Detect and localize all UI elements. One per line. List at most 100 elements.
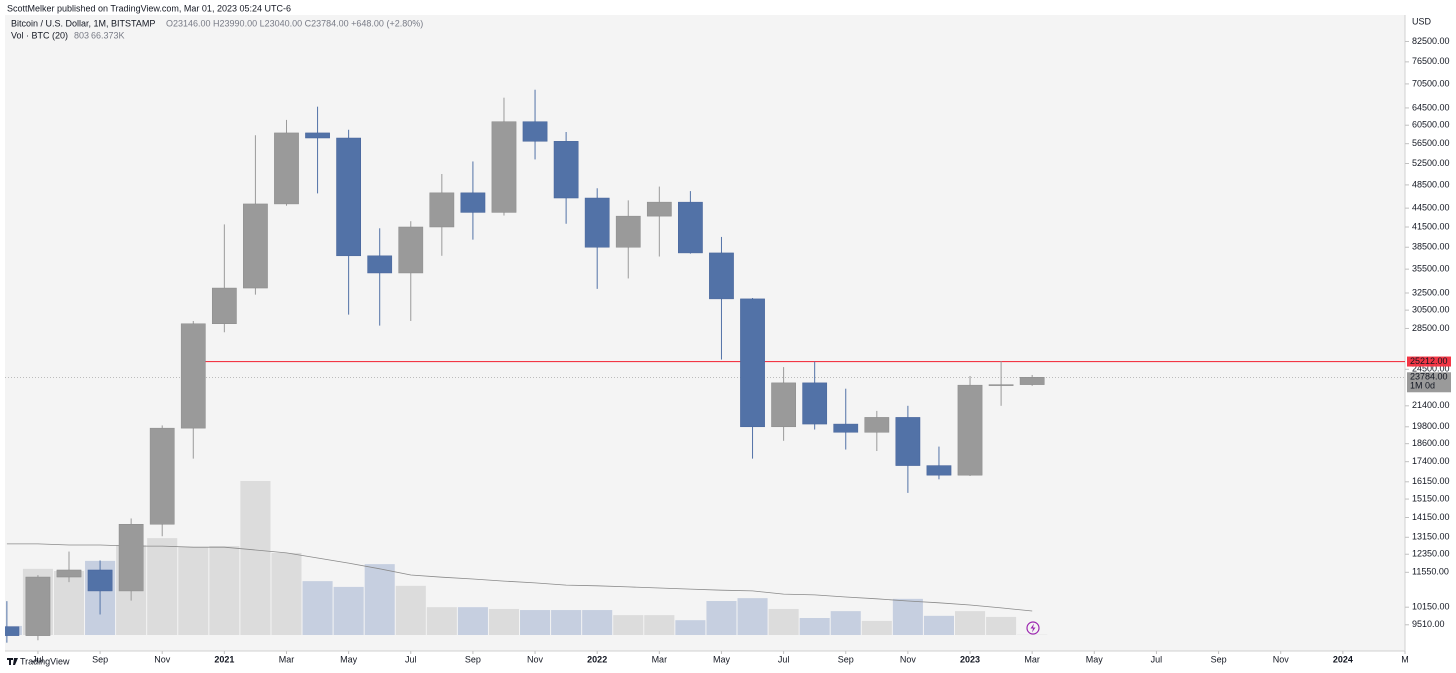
y-tick-label: 30500.00: [1412, 305, 1450, 315]
y-tick-label: 21400.00: [1412, 400, 1450, 410]
volume-bar: [892, 598, 923, 635]
candle-body: [25, 576, 51, 636]
countdown-label: 1M 0d: [1410, 381, 1435, 391]
candle-body: [678, 201, 703, 254]
volume-bar: [395, 585, 426, 635]
y-tick-label: 60500.00: [1412, 120, 1450, 130]
y-tick-label: 35500.00: [1412, 264, 1450, 274]
last-price-label: 23784.00: [1410, 372, 1448, 382]
volume-bar: [986, 616, 1017, 635]
candle-body: [771, 382, 796, 428]
candle-body: [429, 192, 455, 228]
candle-body: [553, 141, 579, 199]
x-tick-label: Sep: [92, 654, 108, 664]
candle-body: [336, 137, 361, 257]
candle-body: [895, 417, 921, 466]
y-tick-label: 13150.00: [1412, 532, 1450, 542]
volume-legend-name: Vol · BTC (20): [11, 30, 68, 40]
volume-bar: [302, 581, 333, 635]
x-tick-label: 2022: [587, 654, 607, 664]
volume-bar: [147, 538, 178, 635]
x-tick-label: Nov: [527, 654, 544, 664]
volume-bar: [582, 610, 613, 635]
volume-bar: [488, 608, 520, 635]
x-tick-label: Jul: [1151, 654, 1163, 664]
x-tick-label: Sep: [1211, 654, 1227, 664]
last-price-box: [1407, 372, 1451, 393]
candle-body: [398, 226, 424, 274]
candle-body: [305, 132, 330, 139]
volume-bar: [551, 610, 582, 635]
y-tick-label: 28500.00: [1412, 323, 1450, 333]
volume-bar: [861, 620, 892, 635]
candle-body: [180, 323, 206, 429]
currency: USD: [1412, 16, 1432, 26]
candle-body: [491, 121, 517, 213]
x-tick-label: Jul: [405, 654, 417, 664]
candle-body: [367, 255, 393, 274]
x-tick-label: 2021: [214, 654, 234, 664]
level-price-box: [1407, 356, 1451, 367]
candle-body: [864, 417, 890, 433]
published-note: ScottMelker published on TradingView.com…: [7, 3, 291, 13]
candle-body: [149, 427, 175, 525]
lightning-icon: [1026, 621, 1040, 635]
level-price-label: 25212.00: [1410, 356, 1448, 366]
y-tick-label: 41500.00: [1412, 221, 1450, 231]
volume-ma-line: [6, 543, 1033, 612]
y-tick-label: 76500.00: [1412, 56, 1450, 66]
volume-bar: [333, 586, 364, 635]
candle-body: [926, 465, 952, 476]
volume-bar: [768, 608, 799, 635]
volume-bar: [675, 620, 706, 635]
volume-bar: [178, 547, 209, 635]
y-tick-label: 24500.00: [1412, 364, 1450, 374]
x-tick-label: M: [1401, 654, 1409, 664]
x-tick-label: Mar: [652, 654, 668, 664]
candle-body: [957, 384, 983, 476]
ohlc-legend: O23146.00 H23990.00 L23040.00 C23784.00 …: [166, 18, 423, 28]
x-tick-label: Jul: [778, 654, 790, 664]
volume-bar: [923, 615, 954, 635]
y-tick-label: 70500.00: [1412, 78, 1450, 88]
y-tick-label: 32500.00: [1412, 287, 1450, 297]
symbol-title: Bitcoin / U.S. Dollar, 1M, BITSTAMP: [11, 18, 155, 28]
volume-bar: [457, 607, 488, 635]
volume-bar: [271, 552, 302, 635]
candle-body: [802, 382, 828, 425]
x-tick-label: 2024: [1333, 654, 1353, 664]
candle-body: [740, 298, 765, 428]
candle-body: [988, 384, 1014, 386]
y-tick-label: 44500.00: [1412, 203, 1450, 213]
volume-legend-ma: 66.373K: [91, 30, 125, 40]
candle-body: [87, 569, 113, 592]
volume-bar: [644, 615, 675, 635]
x-tick-label: Nov: [900, 654, 917, 664]
plot-background: [5, 15, 1405, 651]
x-tick-label: Sep: [465, 654, 481, 664]
candle-body: [118, 524, 144, 592]
volume-bar: [240, 480, 271, 635]
y-tick-label: 11550.00: [1412, 567, 1449, 577]
candle-body: [211, 287, 237, 325]
candle-body: [243, 203, 268, 289]
y-tick-label: 16150.00: [1412, 476, 1450, 486]
y-tick-label: 14150.00: [1412, 512, 1450, 522]
candle-body: [460, 192, 486, 213]
y-tick-label: 10150.00: [1412, 602, 1450, 612]
volume-bar: [799, 618, 830, 635]
x-tick-label: May: [340, 654, 358, 664]
footer-brand: TradingView: [20, 656, 70, 666]
y-tick-label: 19800.00: [1412, 421, 1450, 431]
volume-bar: [706, 601, 737, 635]
x-tick-label: Nov: [1273, 654, 1290, 664]
volume-bar: [737, 598, 768, 635]
y-tick-label: 38500.00: [1412, 242, 1450, 252]
y-tick-label: 56500.00: [1412, 138, 1450, 148]
x-tick-label: May: [713, 654, 731, 664]
y-tick-label: 82500.00: [1412, 36, 1450, 46]
volume-bar: [364, 564, 395, 635]
x-tick-label: 2023: [960, 654, 980, 664]
candle-body: [5, 626, 20, 636]
y-tick-label: 17400.00: [1412, 456, 1450, 466]
